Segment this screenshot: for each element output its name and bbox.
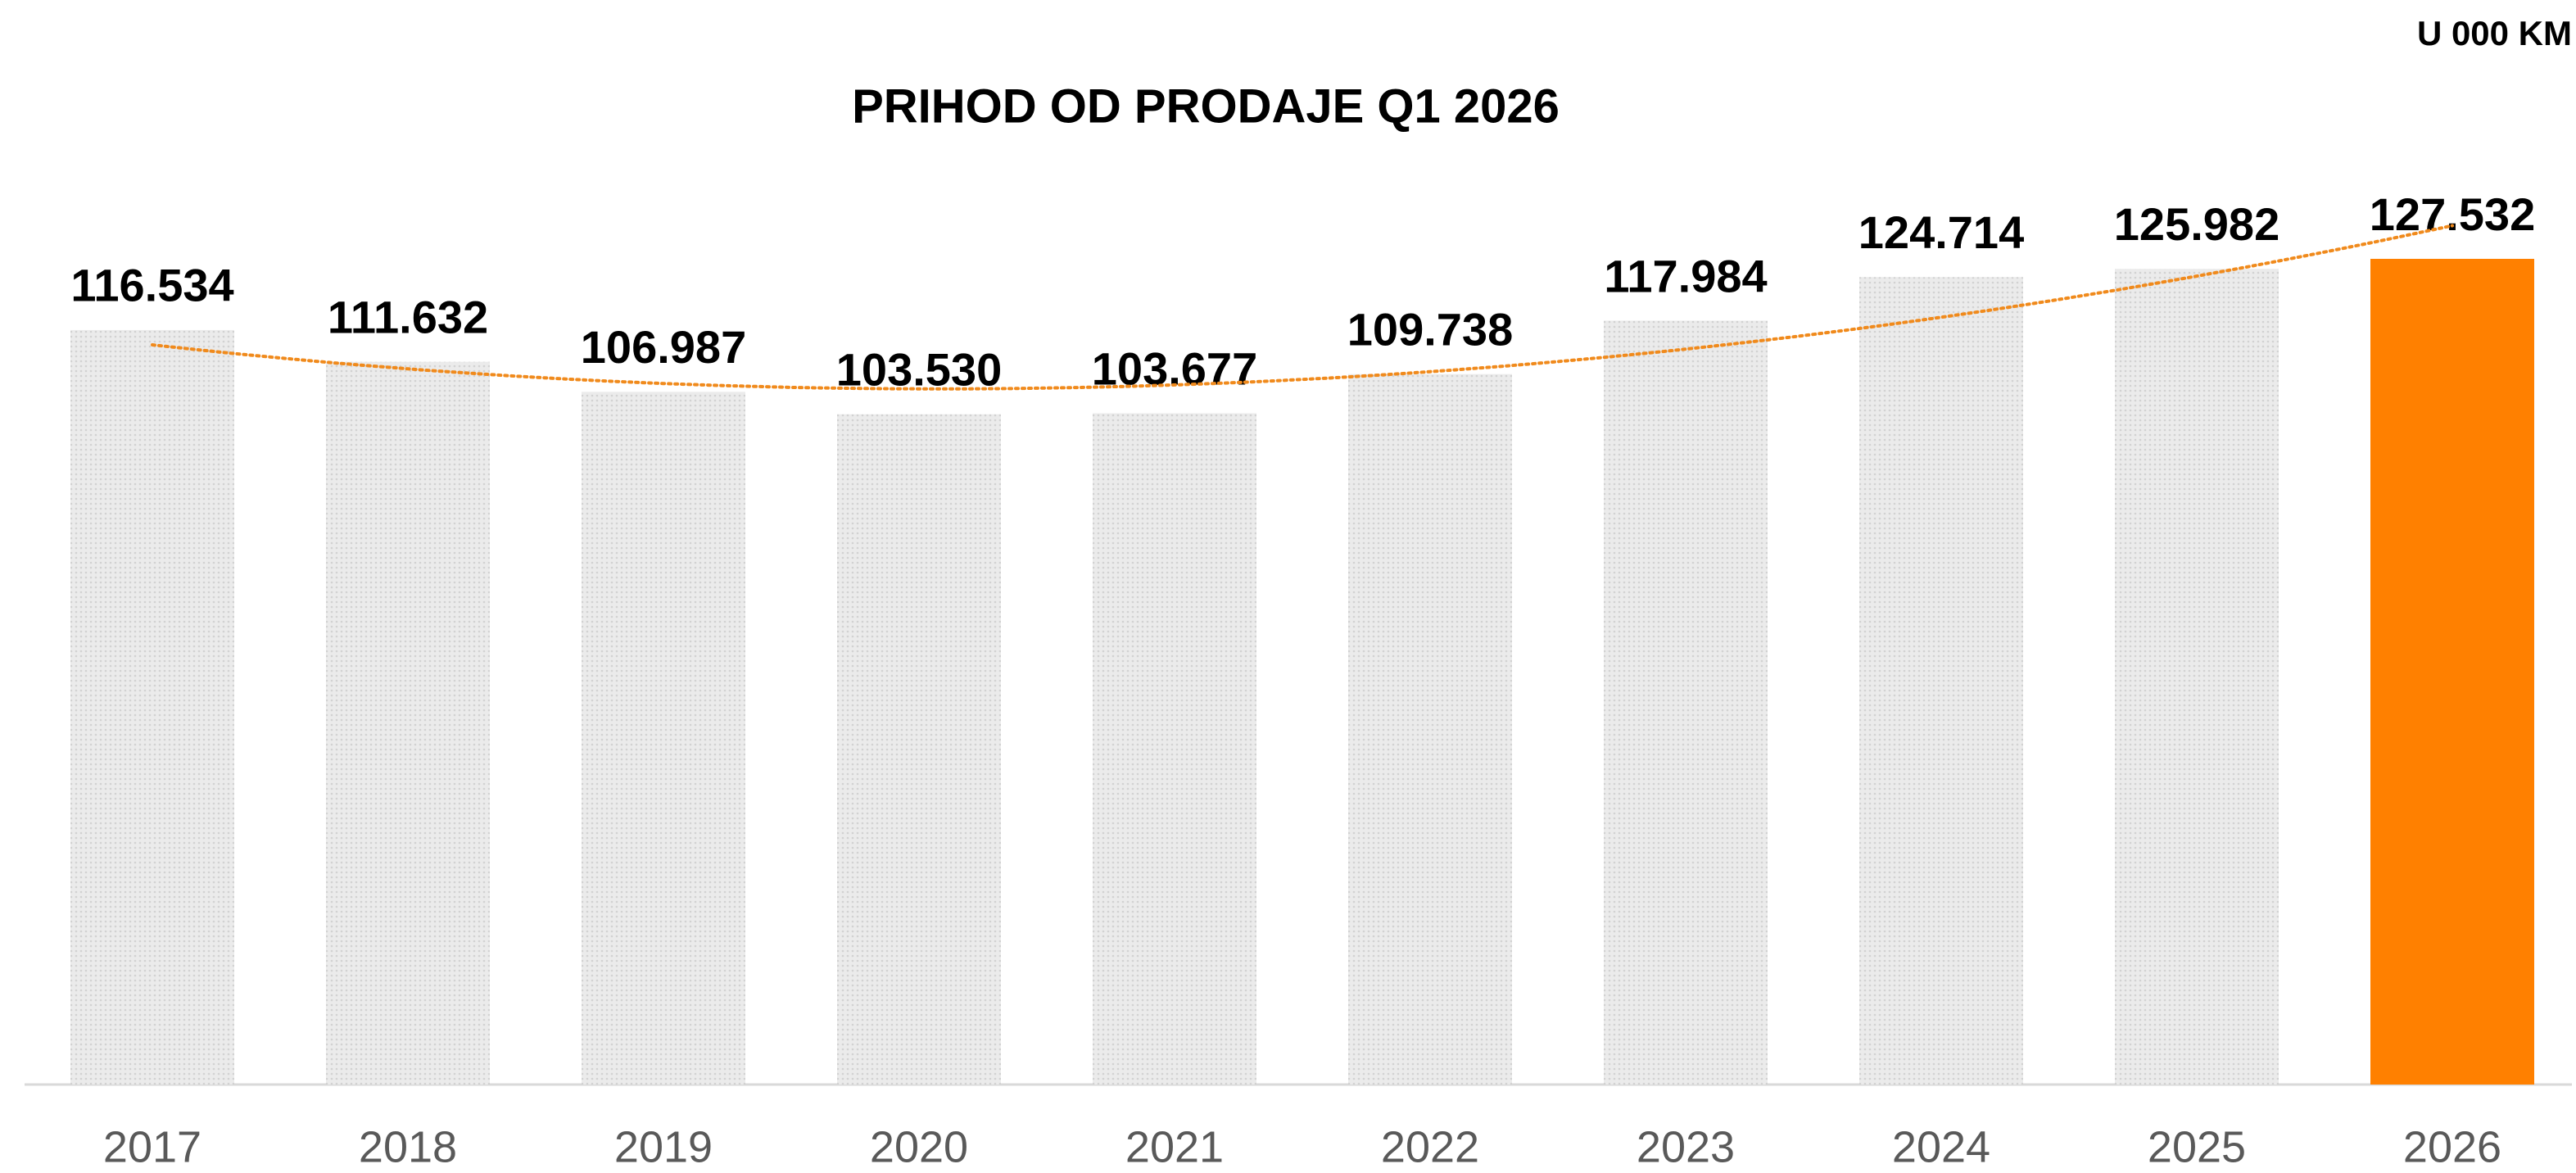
x-tick-label: 2017 — [103, 1122, 201, 1171]
value-label: 125.982 — [2114, 198, 2279, 250]
value-label: 127.532 — [2370, 188, 2535, 240]
bar — [837, 414, 1001, 1085]
unit-label: U 000 KM — [2417, 14, 2572, 52]
bar — [2115, 269, 2279, 1085]
bar — [2370, 259, 2534, 1085]
value-label: 117.984 — [1604, 250, 1767, 301]
value-label: 109.738 — [1347, 303, 1513, 355]
bar — [70, 329, 234, 1085]
bar — [326, 361, 490, 1085]
x-tick-label: 2021 — [1125, 1122, 1224, 1171]
x-tick-label: 2018 — [359, 1122, 457, 1171]
bar — [1604, 320, 1768, 1085]
value-label: 103.530 — [836, 344, 1002, 396]
x-tick-label: 2022 — [1381, 1122, 1479, 1171]
x-tick-label: 2020 — [870, 1122, 968, 1171]
value-label: 124.714 — [1858, 206, 2024, 258]
x-tick-label: 2026 — [2403, 1122, 2501, 1171]
bar — [1093, 413, 1256, 1085]
chart-title: PRIHOD OD PRODAJE Q1 2026 — [852, 79, 1560, 133]
bar — [582, 392, 745, 1085]
x-tick-label: 2019 — [614, 1122, 713, 1171]
x-tick-label: 2024 — [1892, 1122, 1990, 1171]
bar — [1859, 277, 2023, 1085]
bar — [1348, 374, 1512, 1085]
x-tick-label: 2025 — [2148, 1122, 2246, 1171]
value-label: 111.632 — [328, 291, 488, 342]
value-label: 116.534 — [70, 260, 233, 311]
trendline — [151, 224, 2454, 391]
x-tick-label: 2023 — [1637, 1122, 1735, 1171]
value-label: 106.987 — [581, 321, 746, 373]
